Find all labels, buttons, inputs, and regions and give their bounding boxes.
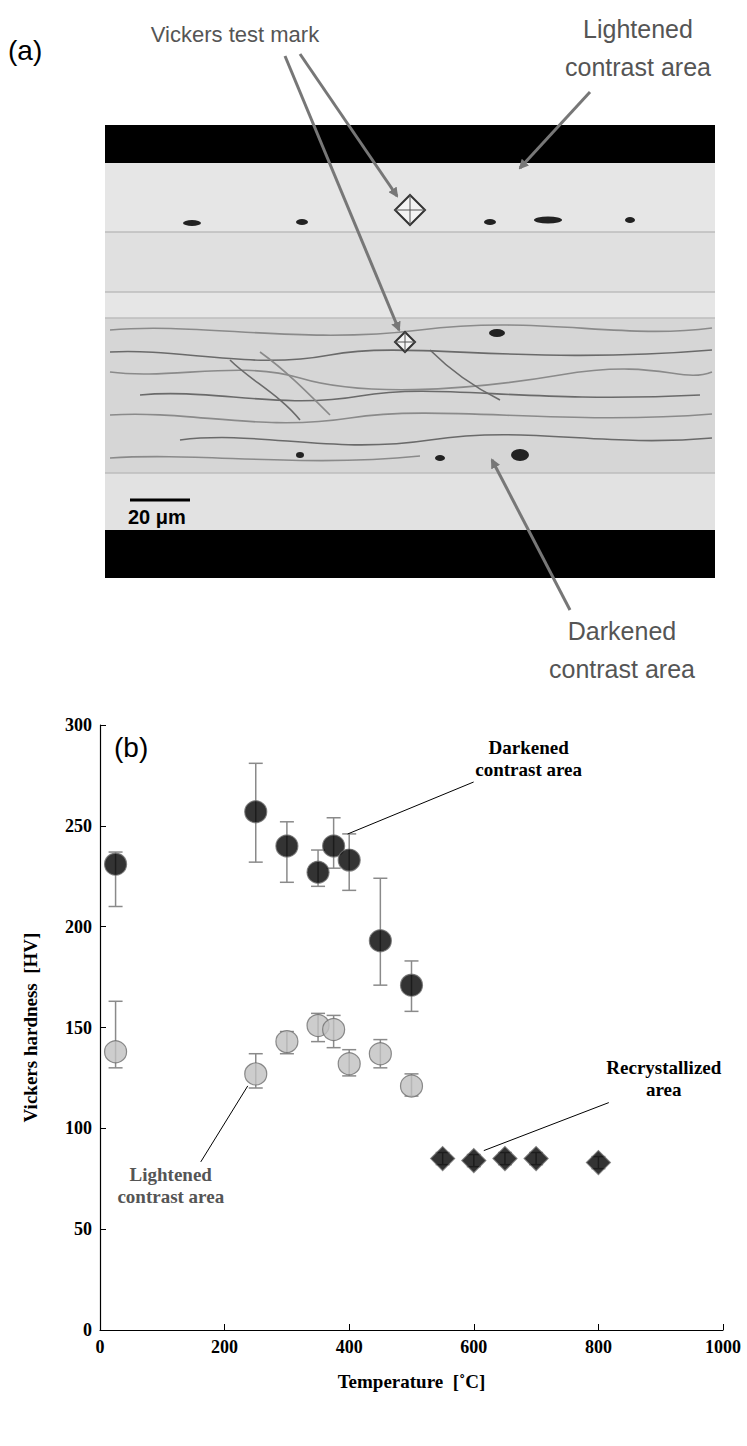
svg-text:600: 600 xyxy=(460,1337,487,1357)
svg-text:800: 800 xyxy=(585,1337,612,1357)
svg-text:300: 300 xyxy=(65,715,92,735)
svg-text:400: 400 xyxy=(336,1337,363,1357)
svg-text:Lightenedcontrast area: Lightenedcontrast area xyxy=(565,15,711,81)
svg-text:contrast area: contrast area xyxy=(117,1186,224,1207)
svg-text:1000: 1000 xyxy=(705,1337,741,1357)
svg-text:100: 100 xyxy=(65,1118,92,1138)
svg-text:250: 250 xyxy=(65,816,92,836)
svg-text:150: 150 xyxy=(65,1018,92,1038)
svg-text:0: 0 xyxy=(96,1337,105,1357)
svg-text:200: 200 xyxy=(65,917,92,937)
svg-text:Vickers test mark: Vickers test mark xyxy=(151,22,320,47)
svg-text:(b): (b) xyxy=(114,732,148,763)
svg-text:0: 0 xyxy=(83,1320,92,1340)
svg-text:Darkened: Darkened xyxy=(489,737,570,758)
svg-text:(a): (a) xyxy=(8,35,42,66)
svg-text:Vickers hardness [HV]: Vickers hardness [HV] xyxy=(20,933,41,1123)
svg-text:Darkenedcontrast area: Darkenedcontrast area xyxy=(549,617,695,683)
svg-text:Temperature [˚C]: Temperature [˚C] xyxy=(338,1371,486,1392)
svg-text:contrast area: contrast area xyxy=(475,759,582,780)
svg-text:20 μm: 20 μm xyxy=(128,506,186,528)
svg-text:200: 200 xyxy=(211,1337,238,1357)
svg-text:50: 50 xyxy=(74,1219,92,1239)
svg-text:Lightened: Lightened xyxy=(130,1164,213,1185)
svg-text:Recrystallized: Recrystallized xyxy=(606,1057,721,1078)
svg-text:area: area xyxy=(646,1079,682,1100)
